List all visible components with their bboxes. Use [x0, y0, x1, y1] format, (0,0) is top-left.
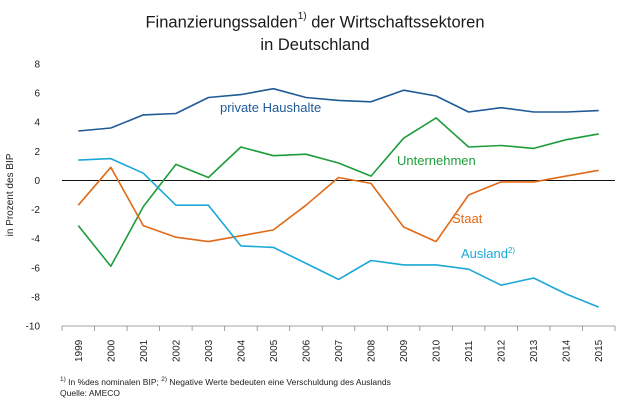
title-footnote-marker: 1) [297, 11, 307, 22]
chart-series [77, 87, 599, 308]
footnote-text-2: Negative Werte bedeuten eine Verschuldun… [167, 376, 391, 387]
chart-title: Finanzierungssalden1) der Wirtschaftssek… [90, 8, 540, 56]
chart-axes: 8 6 4 2 0 -2 -4 -6 -8 -10 1999 2000 2001 2002 2003 2004… [5, 60, 616, 362]
series-line-staat [77, 166, 599, 243]
title-line1-rest: der Wirtschaftssektoren [306, 13, 485, 32]
y-tick-label: 6 [34, 89, 40, 100]
y-tick-label: 4 [34, 118, 40, 129]
y-tick-label: 8 [34, 60, 40, 71]
x-tick-label: 2009 [399, 339, 410, 362]
series-label-ausland: Ausland2) [461, 246, 515, 261]
series-label-unternehmen: Unternehmen [397, 153, 476, 168]
series-line-private-haushalte [78, 87, 599, 132]
y-tick-label: -4 [31, 234, 40, 245]
series-line-unternehmen [77, 117, 599, 268]
x-tick-label: 2003 [204, 339, 215, 362]
footnote-text-1: In %des nominalen BIP; [65, 376, 162, 387]
footnote: 1) In %des nominalen BIP; 2) Negative We… [60, 374, 391, 399]
x-tick-label: 2002 [171, 339, 182, 362]
y-tick-label: -10 [26, 322, 41, 333]
series-labels: private Haushalte Unternehmen Staat Ausland… [220, 100, 515, 261]
x-tick-label: 2006 [301, 339, 312, 362]
y-tick-label: -8 [31, 292, 40, 303]
series-label-staat: Staat [452, 211, 483, 226]
x-tick-label: 2014 [562, 339, 573, 362]
x-tick-label: 2013 [529, 339, 540, 362]
x-tick-label: 2008 [367, 339, 378, 362]
y-tick-label: 2 [34, 147, 40, 158]
footnote-line1: 1) In %des nominalen BIP; 2) Negative We… [60, 374, 391, 388]
x-tick-label: 2001 [139, 339, 150, 362]
series-label-private-haushalte: private Haushalte [220, 100, 321, 115]
x-tick-label: 2012 [497, 339, 508, 362]
title-line1: Finanzierungssalden [145, 13, 298, 32]
x-tick-label: 2000 [106, 339, 117, 362]
x-tick-label: 2011 [464, 340, 475, 362]
x-tick-label: 1999 [74, 339, 85, 362]
y-tick-label: 0 [34, 176, 40, 187]
footnote-marker-2: 2) [161, 376, 168, 383]
x-tick-label: 2004 [236, 339, 247, 362]
x-tick-label: 2015 [594, 339, 605, 362]
series-line-ausland [78, 157, 599, 308]
y-tick-label: -2 [31, 205, 40, 216]
x-tick-label: 2010 [432, 339, 443, 362]
y-axis-label: in Prozent des BIP [5, 153, 16, 236]
x-tick-label: 2007 [334, 339, 345, 362]
source-note: Quelle: AMECO [60, 387, 120, 398]
footnote-marker-1: 1) [60, 376, 66, 383]
x-tick-label: 2005 [269, 339, 280, 362]
y-tick-label: -6 [31, 263, 40, 274]
title-line2: in Deutschland [260, 35, 370, 54]
